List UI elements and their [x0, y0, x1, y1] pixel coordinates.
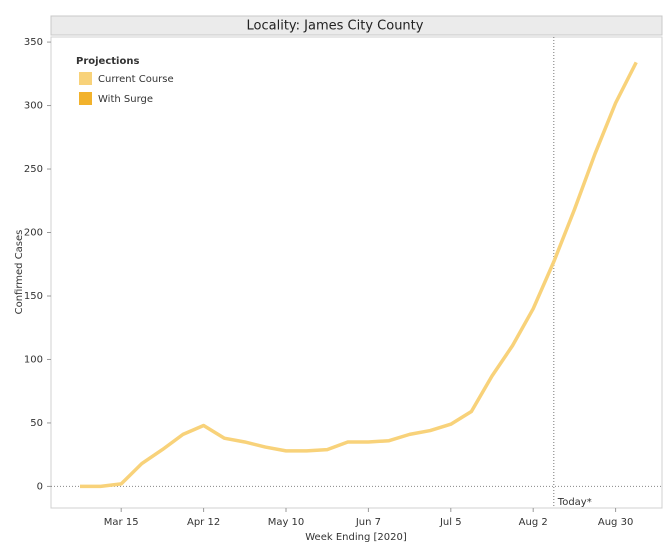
- y-tick-label: 100: [24, 354, 43, 365]
- title-bar: [50, 15, 663, 36]
- x-tick-label: Apr 12: [187, 517, 220, 528]
- x-tick-label: May 10: [268, 517, 305, 528]
- x-tick-label: Mar 15: [104, 517, 139, 528]
- legend-swatch: [79, 92, 92, 105]
- plot-frame: [50, 36, 663, 509]
- y-tick-label: 50: [30, 418, 43, 429]
- chart-title: Locality: James City County: [247, 19, 424, 34]
- x-tick-label: Jun 7: [355, 517, 381, 528]
- y-axis-title: Confirmed Cases: [14, 230, 25, 315]
- x-tick-label: Aug 2: [519, 517, 548, 528]
- legend-swatch: [79, 72, 92, 85]
- x-tick-label: Aug 30: [598, 517, 633, 528]
- x-axis-title: Week Ending [2020]: [305, 532, 407, 543]
- y-tick-label: 350: [24, 37, 43, 48]
- y-tick-label: 0: [37, 481, 43, 492]
- annotation: Today*: [557, 497, 592, 508]
- series-line: [80, 61, 638, 489]
- legend-label: With Surge: [98, 94, 153, 105]
- x-tick-label: Jul 5: [439, 517, 462, 528]
- y-tick-label: 150: [24, 291, 43, 302]
- y-tick-label: 200: [24, 228, 43, 239]
- y-tick-label: 300: [24, 101, 43, 112]
- legend-label: Current Course: [98, 74, 174, 85]
- legend-title: Projections: [76, 56, 139, 67]
- y-tick-label: 250: [24, 164, 43, 175]
